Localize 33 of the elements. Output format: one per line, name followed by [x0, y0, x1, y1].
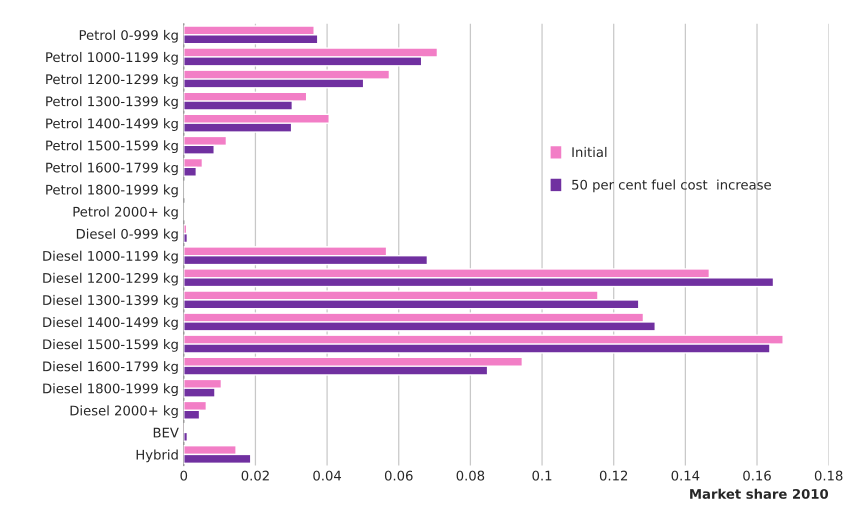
x-tick-label: 0.04 — [313, 470, 342, 481]
x-tick-label: 0.06 — [384, 470, 413, 481]
legend-label: 50 per cent fuel cost increase — [572, 179, 771, 192]
y-tick-label: Petrol 1500-1599 kg — [46, 140, 178, 154]
y-tick-label: Petrol 1400-1499 kg — [46, 118, 178, 131]
y-tick-label: Diesel 0-999 kg — [76, 228, 178, 242]
x-tick-label: 0.08 — [456, 470, 484, 481]
y-tick-label: Diesel 1000-1199 kg — [43, 250, 178, 264]
y-tick-label: Diesel 1400-1499 kg — [43, 316, 178, 330]
y-tick-label: Petrol 2000+ kg — [74, 206, 178, 220]
x-tick-label: 0.1 — [532, 470, 552, 481]
legend-label: Initial — [572, 146, 606, 158]
y-tick-label: Petrol 1200-1299 kg — [46, 74, 178, 87]
y-tick-label: Diesel 2000+ kg — [70, 405, 178, 418]
x-tick-label: 0.02 — [242, 470, 269, 481]
x-tick-label: 0.14 — [672, 470, 700, 481]
x-axis-title: Market share 2010 — [690, 488, 828, 499]
y-tick-label: Diesel 1500-1599 kg — [43, 339, 178, 352]
y-tick-label: Hybrid — [136, 449, 178, 462]
x-tick-label: 0.12 — [600, 470, 628, 481]
x-tick-label: 0 — [180, 470, 188, 481]
y-tick-label: Diesel 1600-1799 kg — [43, 361, 178, 374]
x-tick-label: 0.16 — [743, 470, 771, 481]
y-tick-label: BEV — [154, 428, 179, 438]
y-tick-label: Diesel 1200-1299 kg — [43, 272, 178, 286]
y-tick-label: Petrol 1300-1399 kg — [46, 96, 178, 109]
y-tick-label: Diesel 1800-1999 kg — [43, 383, 178, 396]
y-tick-label: Petrol 1800-1999 kg — [46, 184, 178, 198]
y-tick-label: Petrol 1000-1199 kg — [46, 52, 178, 65]
y-tick-label: Diesel 1300-1399 kg — [43, 294, 178, 308]
x-tick-label: 0.18 — [814, 470, 842, 481]
y-tick-label: Petrol 0-999 kg — [80, 30, 178, 43]
y-tick-label: Petrol 1600-1799 kg — [46, 162, 178, 176]
